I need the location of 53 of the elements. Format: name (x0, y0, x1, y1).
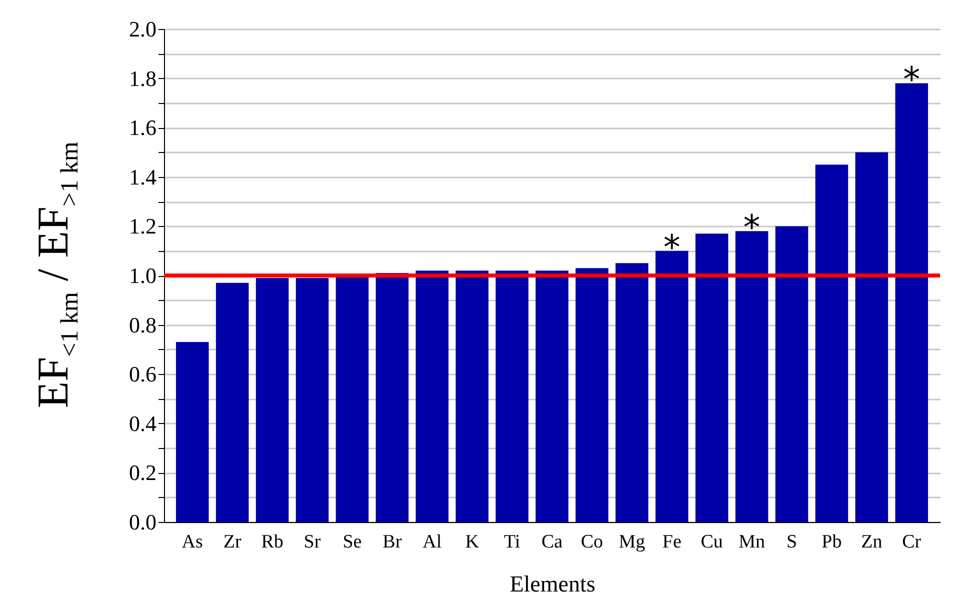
bar (616, 263, 648, 522)
y-tick-label: 0.6 (129, 362, 156, 387)
annotation: * (903, 60, 920, 100)
bar (536, 270, 568, 522)
bar (176, 342, 209, 522)
x-tick-label: As (182, 532, 203, 552)
y-tick-label: 0.2 (129, 460, 156, 486)
y-tick-label: 1.2 (129, 214, 156, 239)
bar (496, 270, 528, 522)
x-tick-label: Zr (223, 532, 242, 552)
x-tick-label: Sr (304, 532, 322, 552)
x-tick-label: S (786, 532, 798, 552)
x-tick-label: Mg (618, 532, 646, 552)
bar (296, 278, 329, 522)
x-tick-label: Br (382, 532, 402, 552)
bar (895, 83, 928, 522)
y-tick-label: 0.0 (129, 510, 156, 534)
x-tick-label: Ca (541, 532, 564, 552)
bar (735, 231, 768, 522)
bar (456, 270, 488, 522)
bar (336, 276, 369, 522)
bar (855, 152, 888, 522)
annotation: * (743, 208, 760, 248)
annotation: * (663, 228, 680, 268)
y-tick-label: 1.6 (129, 115, 156, 140)
bar (416, 270, 449, 522)
bar (695, 234, 728, 522)
x-tick-label: Rb (261, 532, 284, 552)
y-tick-label: 1.0 (129, 263, 156, 288)
x-tick-label: Ti (504, 532, 520, 552)
x-tick-label: Al (422, 532, 442, 552)
x-tick-label: Fe (662, 532, 682, 552)
bar (216, 282, 249, 522)
bar (775, 226, 808, 522)
x-tick-label: Se (342, 532, 362, 552)
x-tick-label: Cu (700, 532, 724, 552)
x-tick-label: Zn (861, 532, 883, 552)
bar (256, 278, 289, 522)
x-tick-label: Pb (822, 532, 842, 552)
y-tick-label: 1.4 (129, 164, 156, 190)
x-axis-title: Elements (510, 572, 596, 596)
x-tick-label: Co (580, 532, 604, 552)
bar (815, 164, 848, 522)
bar (655, 250, 688, 522)
x-tick-label: Mn (738, 532, 766, 552)
y-tick-label: 2.0 (129, 16, 156, 42)
y-tick-label: 1.8 (129, 66, 156, 91)
bar (376, 273, 409, 522)
y-tick-label: 0.4 (129, 410, 156, 436)
y-tick-label: 0.8 (129, 312, 156, 338)
bar (576, 268, 608, 522)
x-tick-label: Cr (902, 532, 922, 552)
x-tick-label: K (465, 532, 480, 552)
